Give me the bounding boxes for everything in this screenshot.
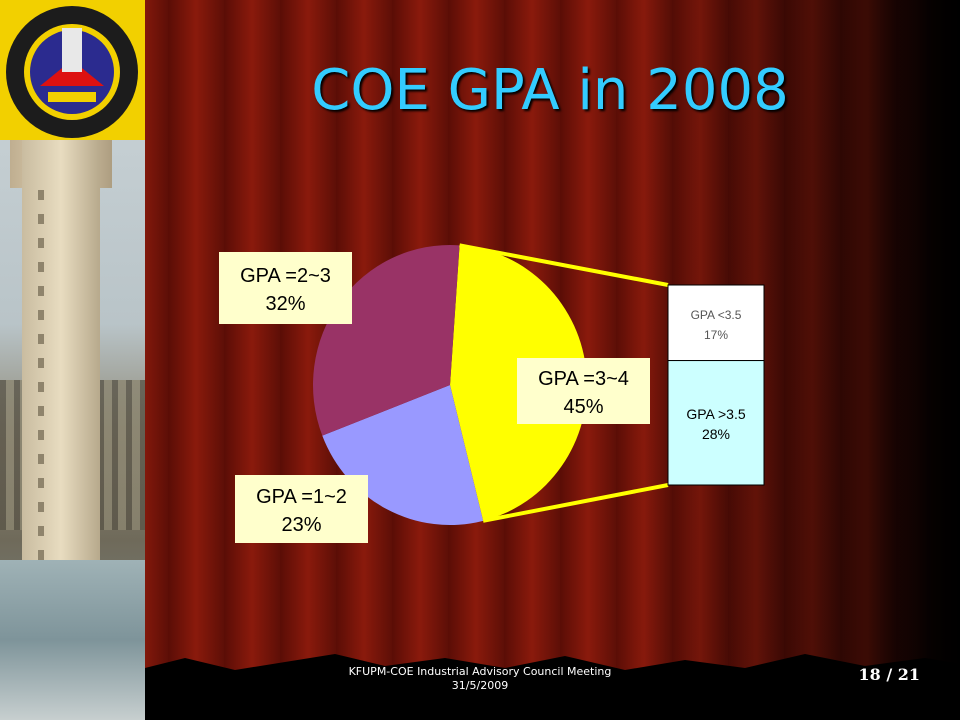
stage-floor xyxy=(145,654,960,720)
kfupm-logo-icon xyxy=(0,0,145,140)
breakdown-bar xyxy=(667,284,765,486)
footer: KFUPM-COE Industrial Advisory Council Me… xyxy=(300,665,660,693)
slice-labels: GPA =3~4 45% GPA =1~2 23% GPA =2~3 32% GPA <3.… xyxy=(219,252,746,543)
breakdown-segment-1 xyxy=(667,284,765,362)
pie-chart: GPA =3~4 45% GPA =1~2 23% GPA =2~3 32% GPA <3.… xyxy=(219,243,765,543)
footer-meeting-title: KFUPM-COE Industrial Advisory Council Me… xyxy=(348,665,612,678)
slice-label-box xyxy=(235,475,368,543)
slide-title: COE GPA in 2008 xyxy=(311,58,789,123)
connector-top xyxy=(459,243,669,287)
connector-bottom xyxy=(482,483,669,523)
slice-label-box xyxy=(219,252,352,324)
breakdown-label-name-1: GPA <3.5 xyxy=(691,308,742,322)
water-reflection xyxy=(0,560,145,720)
footer-date: 31/5/2009 xyxy=(451,679,509,692)
slice-label-name: GPA =2~3 xyxy=(240,265,331,287)
slice-label-value: 45% xyxy=(563,396,603,418)
campus-tower-photo xyxy=(0,0,145,720)
slice-label-3: GPA =2~3 32% xyxy=(219,252,352,324)
slice-label-value: 23% xyxy=(281,514,321,536)
breakdown-label-value-1: 17% xyxy=(704,328,728,342)
tower xyxy=(22,140,100,620)
breakdown-label-name-2: GPA >3.5 xyxy=(686,406,745,422)
slice-label-1: GPA =3~4 45% xyxy=(517,358,650,424)
breakdown-label-value-2: 28% xyxy=(702,426,730,442)
tower-windows xyxy=(38,190,44,590)
slice-label-value: 32% xyxy=(265,293,305,315)
slice-label-2: GPA =1~2 23% xyxy=(235,475,368,543)
breakdown-connectors xyxy=(459,243,669,523)
slice-label-name: GPA =3~4 xyxy=(538,368,629,390)
page-number: 18 / 21 xyxy=(858,665,920,684)
slice-label-name: GPA =1~2 xyxy=(256,486,347,508)
breakdown-segment-2 xyxy=(667,360,765,486)
slice-label-box xyxy=(517,358,650,424)
